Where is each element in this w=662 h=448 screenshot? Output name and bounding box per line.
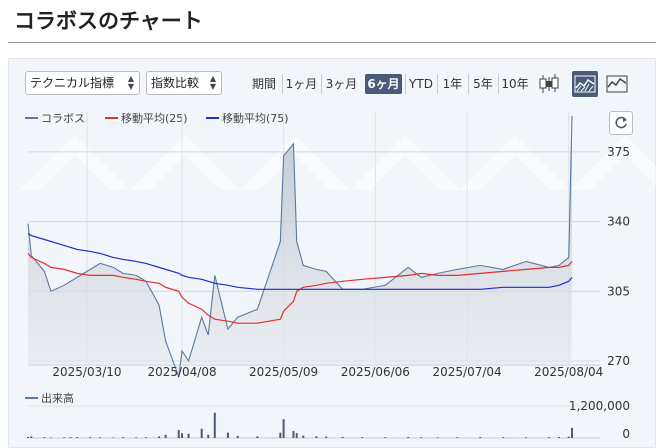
legend-ma25: 移動平均(25): [105, 110, 188, 126]
legend-price: コラボス: [25, 110, 85, 126]
candlestick-button[interactable]: [536, 71, 562, 97]
legend-volume-label: 出来高: [41, 392, 74, 405]
legend-ma75-label: 移動平均(75): [222, 112, 289, 125]
range-10y[interactable]: 10年: [498, 74, 531, 94]
legend-price-label: コラボス: [41, 112, 85, 125]
area-chart-icon: [574, 75, 596, 93]
legend-volume: 出来高: [25, 390, 74, 406]
line-chart-button[interactable]: [604, 71, 630, 97]
legend-volume-swatch: [25, 397, 38, 399]
indicator-select[interactable]: テクニカル指標 ▲ ▼: [25, 71, 140, 95]
range-1m[interactable]: 1ヶ月: [282, 74, 320, 94]
refresh-button[interactable]: [609, 111, 633, 135]
indicator-select-value: テクニカル指標: [30, 76, 115, 90]
legend-ma75-swatch: [206, 117, 219, 119]
legend-ma25-swatch: [105, 117, 118, 119]
legend-ma75: 移動平均(75): [206, 110, 289, 126]
compare-select-value: 指数比較: [151, 76, 200, 90]
range-3m[interactable]: 3ヶ月: [321, 74, 361, 94]
range-ytd[interactable]: YTD: [405, 74, 436, 94]
select-arrows-icon: ▲ ▼: [127, 74, 134, 91]
range-1y[interactable]: 1年: [437, 74, 467, 94]
refresh-icon: [615, 116, 627, 129]
legend-ma25-label: 移動平均(25): [121, 112, 188, 125]
legend-price-swatch: [25, 117, 38, 119]
candlestick-icon: [539, 74, 559, 93]
period-label: 期間: [251, 77, 276, 91]
select-arrows-icon: ▲ ▼: [209, 74, 216, 91]
title-divider: [8, 42, 656, 43]
range-5y[interactable]: 5年: [468, 74, 497, 94]
compare-select[interactable]: 指数比較 ▲ ▼: [146, 71, 222, 95]
page-title: コラボスのチャート: [14, 9, 203, 33]
line-chart-icon: [606, 75, 628, 93]
range-6m[interactable]: 6ヶ月: [365, 74, 402, 94]
area-chart-button[interactable]: [572, 71, 598, 97]
